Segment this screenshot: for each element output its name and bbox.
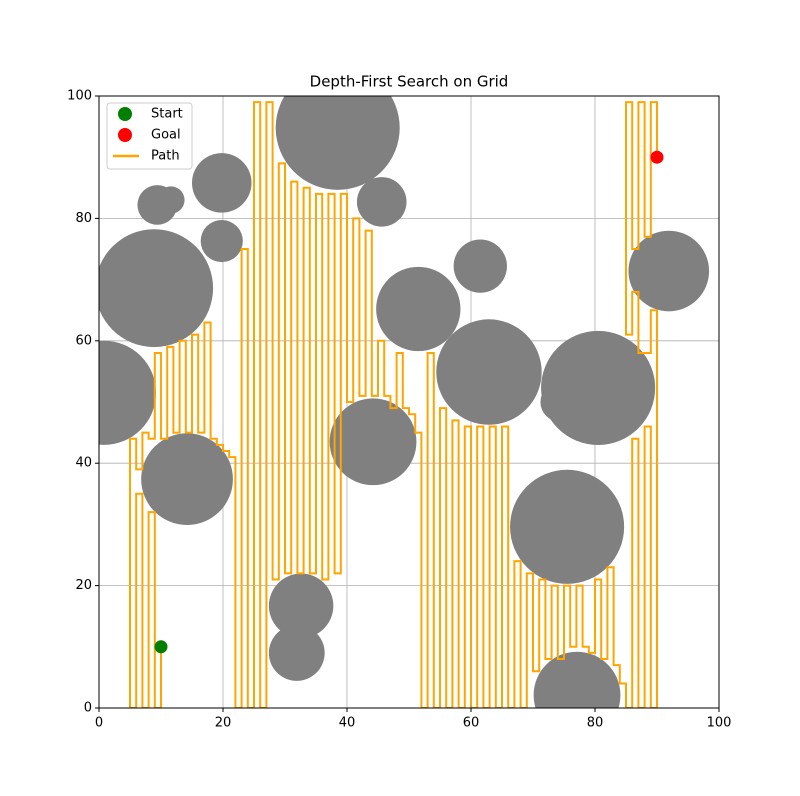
obstacle [157, 186, 185, 214]
obstacle [356, 177, 407, 227]
obstacle [510, 469, 625, 584]
y-tick-label: 100 [67, 89, 92, 104]
axes: 0 20 40 60 80 100 0 20 40 60 80 100 [67, 89, 731, 731]
obstacles [99, 96, 710, 708]
legend: Start Goal Path [106, 102, 193, 170]
path-line [129, 101, 658, 708]
obstacle [329, 398, 417, 486]
x-tick-label: 20 [215, 716, 232, 731]
obstacle [453, 239, 507, 293]
x-tick-label: 40 [339, 716, 356, 731]
y-tick-label: 0 [84, 701, 92, 716]
obstacle [99, 229, 214, 348]
obstacle [200, 219, 243, 263]
obstacle [192, 153, 252, 213]
obstacle [275, 96, 400, 190]
y-tick-label: 80 [75, 211, 92, 226]
obstacle [541, 330, 656, 445]
legend-label: Path [151, 149, 180, 164]
obstacle [268, 625, 325, 681]
legend-label: Start [151, 107, 183, 122]
start-point [154, 640, 168, 654]
plot-frame [98, 95, 720, 709]
obstacle [376, 266, 461, 352]
y-tick-label: 20 [75, 578, 92, 593]
obstacle [99, 340, 157, 445]
obstacle [628, 230, 710, 312]
x-tick-label: 80 [587, 716, 604, 731]
legend-marker [118, 128, 132, 142]
chart-title: Depth-First Search on Grid [310, 73, 509, 91]
marks [129, 101, 664, 708]
x-tick-label: 100 [707, 716, 732, 731]
obstacle [268, 573, 334, 639]
y-tick-label: 60 [75, 333, 92, 348]
legend-marker [118, 107, 132, 121]
y-tick-label: 40 [75, 456, 92, 471]
goal-point [650, 150, 664, 164]
obstacle [141, 433, 233, 525]
legend-label: Goal [151, 128, 181, 143]
obstacle [436, 319, 542, 425]
x-tick-label: 60 [463, 716, 480, 731]
obstacle [533, 651, 621, 708]
x-tick-label: 0 [95, 716, 103, 731]
